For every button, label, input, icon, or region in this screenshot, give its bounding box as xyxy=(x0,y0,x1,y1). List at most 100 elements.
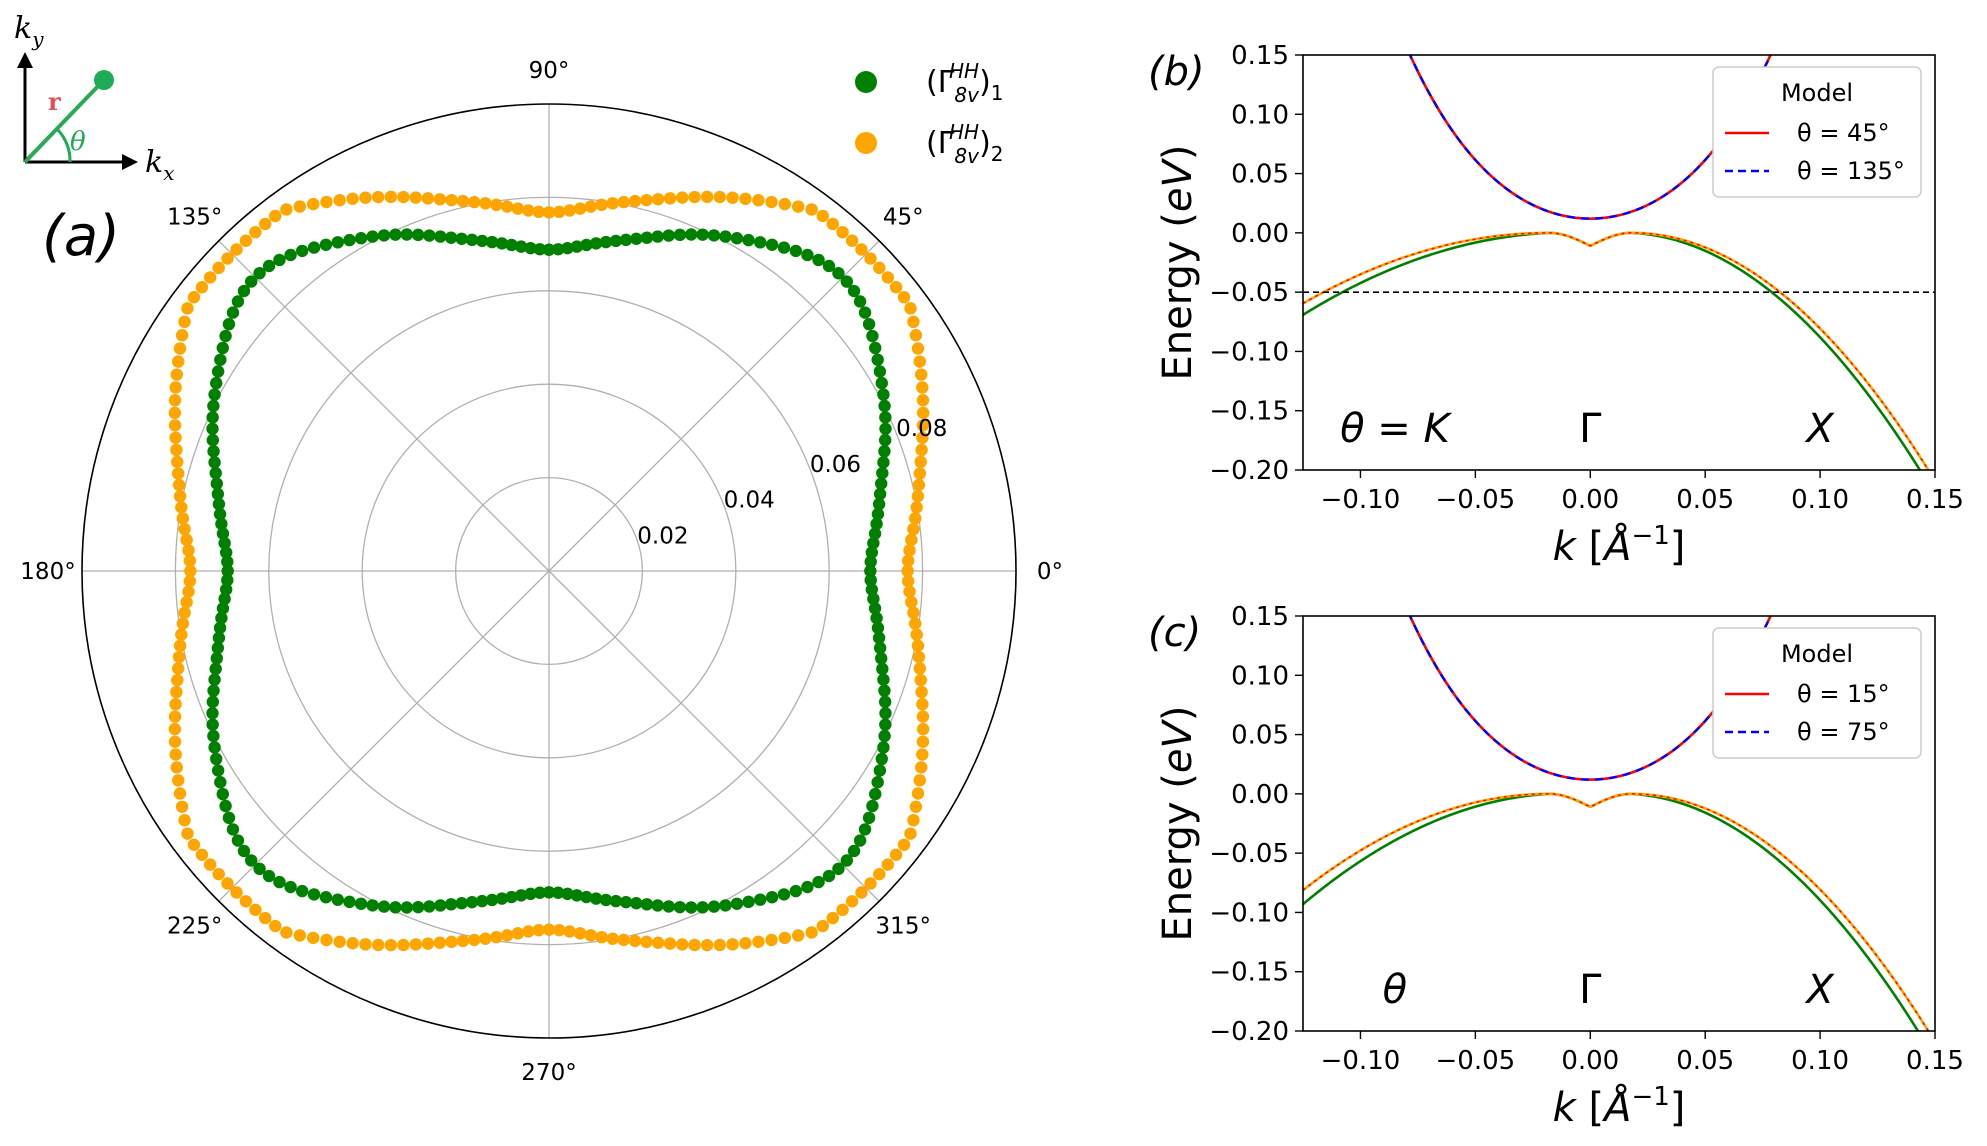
ky-arrowhead xyxy=(17,52,33,68)
polar-point xyxy=(180,533,193,547)
polar-point xyxy=(226,823,240,836)
polar-point xyxy=(826,911,839,925)
polar-point xyxy=(905,533,918,547)
angle-tick-label: 180° xyxy=(20,559,75,585)
polar-point xyxy=(872,631,886,645)
polar-point xyxy=(754,236,767,249)
valence-band-overlay xyxy=(1303,793,1930,1031)
polar-point xyxy=(617,195,630,209)
polar-point xyxy=(673,900,687,914)
polar-point xyxy=(630,232,643,245)
polar-point xyxy=(222,811,236,825)
angle-tick-label: 270° xyxy=(521,1060,576,1086)
polar-point xyxy=(409,191,422,204)
polar-point xyxy=(580,238,593,252)
polar-point xyxy=(178,315,191,329)
polar-point xyxy=(222,317,236,331)
polar-point xyxy=(875,376,888,390)
polar-point xyxy=(889,281,903,294)
polar-point xyxy=(907,813,920,827)
polar-point xyxy=(542,923,556,936)
polar-point xyxy=(169,431,182,444)
polar-point xyxy=(319,238,333,251)
polar-point xyxy=(293,929,307,942)
polar-point xyxy=(862,811,876,825)
polar-point xyxy=(915,685,928,699)
polar-point xyxy=(372,190,385,204)
polar-point xyxy=(231,834,245,847)
polar-point xyxy=(514,240,528,253)
polar-point xyxy=(765,238,779,251)
polar-point xyxy=(916,431,929,444)
polar-point xyxy=(533,243,547,256)
polar-point xyxy=(907,522,920,536)
polar-point xyxy=(170,443,183,457)
polar-point xyxy=(239,895,253,908)
polar-point xyxy=(208,456,221,469)
polar-point xyxy=(359,938,372,951)
x-tick-label: 0.00 xyxy=(1561,1046,1619,1076)
polar-point xyxy=(730,232,744,245)
polar-point xyxy=(237,284,251,298)
polar-point xyxy=(180,595,193,609)
polar-point xyxy=(218,536,231,550)
polar-point xyxy=(877,673,890,686)
polar-spoke xyxy=(218,240,550,572)
polar-point xyxy=(209,466,222,480)
polar-point xyxy=(617,933,630,947)
x-tick-label: −0.05 xyxy=(1436,1046,1516,1076)
polar-point xyxy=(221,555,234,569)
polar-point xyxy=(221,564,234,578)
polar-point xyxy=(208,388,221,401)
polar-point xyxy=(226,306,240,319)
polar-point xyxy=(433,193,447,206)
polar-point xyxy=(866,329,879,343)
polar-point xyxy=(295,244,309,258)
polar-point xyxy=(187,838,201,851)
polar-point xyxy=(904,827,917,840)
polar-point xyxy=(805,203,818,216)
polar-point xyxy=(542,886,556,899)
polar-point xyxy=(293,200,307,213)
polar-point xyxy=(176,512,190,525)
polar-point xyxy=(901,575,915,588)
polar-point xyxy=(914,673,927,687)
polar-point xyxy=(832,862,845,876)
polar-point xyxy=(331,893,344,906)
polar-point xyxy=(881,858,895,871)
polar-point xyxy=(434,230,447,243)
polar-point xyxy=(595,198,608,212)
polar-point xyxy=(511,927,525,940)
polar-point xyxy=(468,195,481,209)
polar-point xyxy=(879,718,892,731)
polar-point xyxy=(876,466,889,480)
polar-point xyxy=(881,271,895,284)
polar-point xyxy=(249,903,262,917)
polar-point xyxy=(269,209,282,223)
polar-point xyxy=(879,422,892,435)
polar-point xyxy=(877,388,890,401)
polar-point xyxy=(619,233,633,247)
polar-point xyxy=(187,291,201,304)
polar-point xyxy=(688,938,701,952)
polar-point xyxy=(912,650,926,664)
polar-point xyxy=(916,406,930,420)
polar-point xyxy=(215,611,228,625)
polar-point xyxy=(542,243,556,256)
polar-point xyxy=(455,232,468,245)
polar-point xyxy=(171,662,185,675)
polar-point xyxy=(561,241,574,255)
polar-point xyxy=(651,193,665,206)
kx-label: kx xyxy=(145,145,174,185)
polar-point xyxy=(916,735,930,748)
polar-point xyxy=(553,205,566,219)
polar-point xyxy=(911,342,925,355)
polar-point xyxy=(707,229,721,242)
polar-point xyxy=(171,455,184,469)
theta-label: θ xyxy=(70,127,86,157)
polar-point xyxy=(696,901,709,914)
polar-point xyxy=(211,487,225,501)
y-tick-label: −0.05 xyxy=(1209,839,1289,869)
polar-point xyxy=(789,884,803,898)
polar-point xyxy=(221,252,234,265)
